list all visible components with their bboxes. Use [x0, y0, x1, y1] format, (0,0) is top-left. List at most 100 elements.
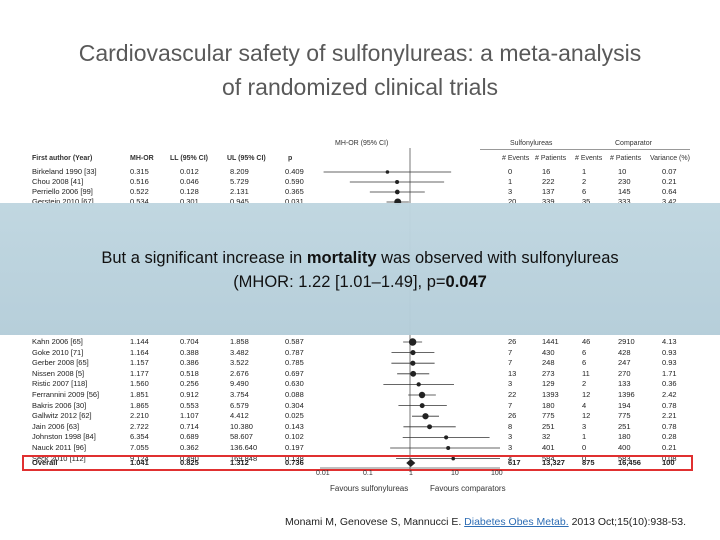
cell-var: 2.42: [662, 390, 677, 399]
cell-author: Ferrannini 2009 [56]: [32, 390, 100, 399]
cell-ev: 1: [508, 177, 513, 186]
cell-ll: 0.046: [180, 177, 199, 186]
study-row: Bakris 2006 [30] 1.865 0.553 6.579 0.304 7 180…: [30, 401, 690, 411]
cell-cpt: 428: [618, 347, 631, 357]
cell-p: 0.697: [285, 368, 304, 378]
cell-ll: 1.107: [180, 411, 199, 421]
cell-ll: 0.912: [180, 390, 199, 399]
header-events-comp: # Events: [575, 155, 603, 162]
cell-ll: 0.301: [180, 197, 199, 206]
header-divider: [480, 149, 690, 150]
cell-pt: 430: [542, 347, 555, 357]
study-row: Jain 2006 [63] 2.722 0.714 10.380 0.143 8 251 3…: [30, 422, 690, 432]
cell-cev: 0: [582, 453, 587, 463]
cell-ul: 6.579: [230, 400, 249, 410]
cell-var: 0.07: [662, 167, 677, 176]
cell-ev: 7: [508, 400, 513, 410]
cell-var: 0.21: [662, 177, 677, 186]
cell-cev: 11: [582, 368, 590, 378]
cell-pt: 273: [542, 368, 555, 378]
cell-p: 0.409: [285, 167, 304, 176]
axis-tick-2: 1: [409, 470, 413, 477]
effect-marker: [422, 413, 429, 420]
header-patients-comp: # Patients: [610, 155, 642, 162]
citation-journal-link[interactable]: Diabetes Obes Metab.: [464, 516, 569, 528]
cell-var: 0.21: [662, 443, 677, 452]
cell-ev: 22: [508, 390, 517, 399]
cell-cev: 4: [582, 400, 587, 410]
cell-cev: 6: [582, 347, 587, 357]
cell-pt: 251: [542, 421, 555, 431]
cell-author: Gerber 2008 [65]: [32, 358, 89, 368]
cell-ll: 0.825: [180, 458, 199, 467]
cell-ll: 0.518: [180, 368, 199, 378]
cell-cev: 6: [582, 187, 587, 196]
cell-var: 0.93: [662, 358, 677, 368]
cell-ul: 8.209: [230, 167, 249, 176]
header-patients: # Patients: [535, 155, 567, 162]
header-events: # Events: [502, 155, 530, 162]
cell-or: 6.354: [130, 432, 149, 442]
cell-var: 4.13: [662, 337, 677, 346]
cell-cpt: 194: [618, 400, 631, 410]
axis-tick-4: 100: [491, 470, 503, 477]
cell-author: Kahn 2006 [65]: [32, 337, 83, 346]
study-row: Nauck 2011 [96] 7.055 0.362 136.640 0.197 3 40…: [30, 443, 690, 453]
cell-p: 0.787: [285, 347, 304, 357]
study-row: Goke 2010 [71] 1.164 0.388 3.482 0.787 7 430 6 4…: [30, 348, 690, 358]
cell-cev: 1: [582, 167, 587, 176]
cell-cpt: 180: [618, 432, 631, 442]
cell-pt: 248: [542, 358, 555, 368]
study-row: Ferrannini 2009 [56] 1.851 0.912 3.754 0.088…: [30, 390, 690, 400]
cell-ul: 58.607: [230, 432, 253, 442]
cell-or: 1.157: [130, 358, 149, 368]
cell-ul: 2.676: [230, 368, 249, 378]
cell-pt: 1393: [542, 390, 559, 399]
cell-ul: 3.522: [230, 358, 249, 368]
effect-marker: [418, 391, 426, 399]
cell-cev: 2: [582, 177, 587, 186]
cell-ul: 2.131: [230, 187, 249, 196]
cell-var: 0.78: [662, 400, 677, 410]
header-ul: UL (95% CI): [227, 155, 266, 162]
cell-cev: 12: [582, 411, 591, 421]
callout-line-1-end: was observed with sulfonylureas: [376, 249, 619, 267]
callout-mortality: mortality: [306, 249, 377, 267]
cell-pt: 1441: [542, 337, 559, 346]
cell-or: 0.522: [130, 187, 149, 196]
cell-ll: 0.386: [180, 358, 199, 368]
axis-tick-0: 0.01: [316, 470, 330, 477]
cell-or: 9.124: [130, 453, 149, 463]
cell-p: 0.365: [285, 187, 304, 196]
study-row: Ristic 2007 [118] 1.560 0.256 9.490 0.630 3 12…: [30, 379, 690, 389]
cell-or: 7.055: [130, 443, 149, 452]
cell-ev: 13: [508, 368, 517, 378]
cell-ul: 10.380: [230, 421, 253, 431]
cell-pt: 13,327: [542, 458, 565, 467]
cell-author: Bakris 2006 [30]: [32, 400, 87, 410]
effect-marker: [410, 370, 417, 377]
cell-author: Chou 2008 [41]: [32, 177, 84, 186]
cell-p: 0.736: [285, 458, 304, 467]
cell-cev: 875: [582, 458, 595, 467]
cell-p: 0.088: [285, 390, 304, 399]
cell-pt: 16: [542, 167, 551, 176]
cell-ev: 8: [508, 421, 513, 431]
cell-cpt: 400: [618, 443, 631, 452]
cell-ul: 3.482: [230, 347, 249, 357]
cell-ul: 1.312: [230, 458, 249, 467]
cell-or: 2.210: [130, 411, 149, 421]
cell-ll: 0.128: [180, 187, 199, 196]
effect-marker: [451, 456, 456, 461]
cell-cev: 35: [582, 197, 591, 206]
cell-var: 0.28: [662, 432, 677, 442]
study-row: Nissen 2008 [5] 1.177 0.518 2.676 0.697 13 273…: [30, 369, 690, 379]
study-row: Birkeland 1990 [33] 0.315 0.012 8.209 0.409 0…: [30, 167, 690, 177]
cell-var: 0.08: [662, 453, 677, 463]
cell-cpt: 133: [618, 379, 631, 389]
header-first-author: First author (Year): [32, 155, 93, 162]
axis-tick-1: 0.1: [363, 470, 373, 477]
study-row: Johnston 1998 [84] 6.354 0.689 58.607 0.102 3…: [30, 432, 690, 442]
cell-cpt: 251: [618, 421, 631, 431]
study-row: Gallwitz 2012 [62] 2.210 1.107 4.412 0.025 26…: [30, 411, 690, 421]
